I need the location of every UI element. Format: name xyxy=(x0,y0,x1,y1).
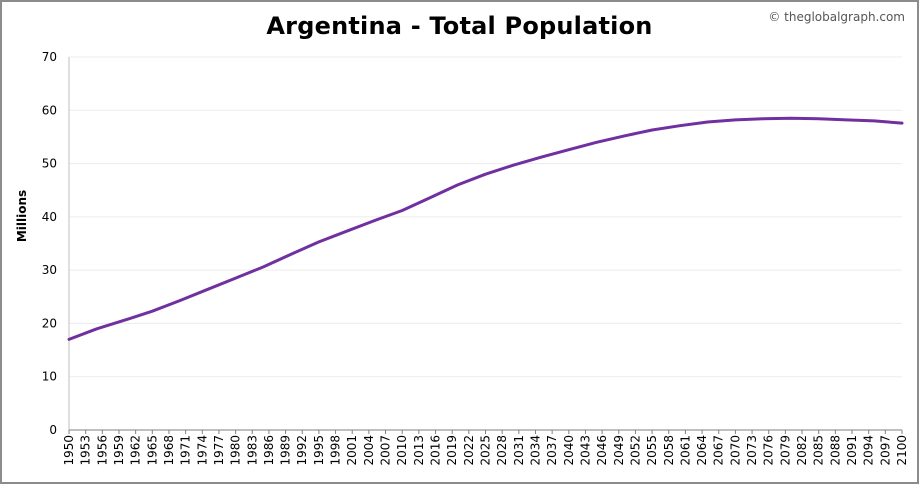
x-tick-label: 2091 xyxy=(845,435,859,466)
x-tick-label: 1959 xyxy=(112,435,126,466)
x-tick-label: 2049 xyxy=(612,435,626,466)
y-tick-label: 50 xyxy=(42,157,57,171)
x-tick-label: 1980 xyxy=(229,435,243,466)
x-tick-label: 2007 xyxy=(379,435,393,466)
x-tick-label: 1992 xyxy=(295,435,309,466)
x-tick-label: 2031 xyxy=(512,435,526,466)
x-tick-label: 1968 xyxy=(162,435,176,466)
y-tick-label: 20 xyxy=(42,316,57,330)
x-tick-label: 2067 xyxy=(712,435,726,466)
x-tick-label: 2073 xyxy=(745,435,759,466)
x-tick-label: 2061 xyxy=(678,435,692,466)
x-tick-label: 1953 xyxy=(79,435,93,466)
x-tick-label: 2082 xyxy=(795,435,809,466)
x-tick-label: 2058 xyxy=(662,435,676,466)
x-tick-label: 2019 xyxy=(445,435,459,466)
x-tick-label: 2052 xyxy=(628,435,642,466)
population-series-line xyxy=(67,116,904,341)
x-tick-label: 1989 xyxy=(279,435,293,466)
x-tick-label: 1998 xyxy=(329,435,343,466)
x-tick-label: 2079 xyxy=(778,435,792,466)
x-tick-label: 2037 xyxy=(545,435,559,466)
x-tick-label: 2040 xyxy=(562,435,576,466)
x-tick-label: 2004 xyxy=(362,435,376,466)
x-tick-label: 1995 xyxy=(312,435,326,466)
x-tick-label: 1965 xyxy=(145,435,159,466)
x-tick-label: 1986 xyxy=(262,435,276,466)
x-tick-label: 2070 xyxy=(728,435,742,466)
y-tick-label: 70 xyxy=(42,50,57,64)
x-tick-label: 2076 xyxy=(762,435,776,466)
x-tick-label: 2043 xyxy=(578,435,592,466)
x-tick-label: 1950 xyxy=(62,435,76,466)
x-tick-label: 2100 xyxy=(895,435,909,466)
x-tick-label: 2097 xyxy=(878,435,892,466)
x-tick-label: 2088 xyxy=(828,435,842,466)
x-tick-label: 1956 xyxy=(95,435,109,466)
y-tick-label: 60 xyxy=(42,103,57,117)
x-tick-label: 1974 xyxy=(195,435,209,466)
x-tick-label: 2034 xyxy=(528,435,542,466)
y-tick-label: 0 xyxy=(49,423,57,437)
chart-title: Argentina - Total Population xyxy=(266,12,653,40)
x-tick-label: 2022 xyxy=(462,435,476,466)
x-tick-label: 2094 xyxy=(862,435,876,466)
y-tick-label: 10 xyxy=(42,370,57,384)
x-tick-label: 2055 xyxy=(645,435,659,466)
x-tick-label: 2046 xyxy=(595,435,609,466)
x-tick-label: 2016 xyxy=(429,435,443,466)
x-tick-label: 1962 xyxy=(129,435,143,466)
x-tick-label: 2028 xyxy=(495,435,509,466)
x-tick-label: 2025 xyxy=(479,435,493,466)
x-tick-label: 1983 xyxy=(245,435,259,466)
credit-text: © theglobalgraph.com xyxy=(768,10,905,24)
y-tick-label: 30 xyxy=(42,263,57,277)
x-tick-label: 1971 xyxy=(179,435,193,466)
x-tick-label: 2064 xyxy=(695,435,709,466)
y-tick-label: 40 xyxy=(42,210,57,224)
x-tick-label: 2013 xyxy=(412,435,426,466)
x-tick-label: 2010 xyxy=(395,435,409,466)
x-tick-label: 2001 xyxy=(345,435,359,466)
x-tick-label: 2085 xyxy=(812,435,826,466)
x-tick-label: 1977 xyxy=(212,435,226,466)
